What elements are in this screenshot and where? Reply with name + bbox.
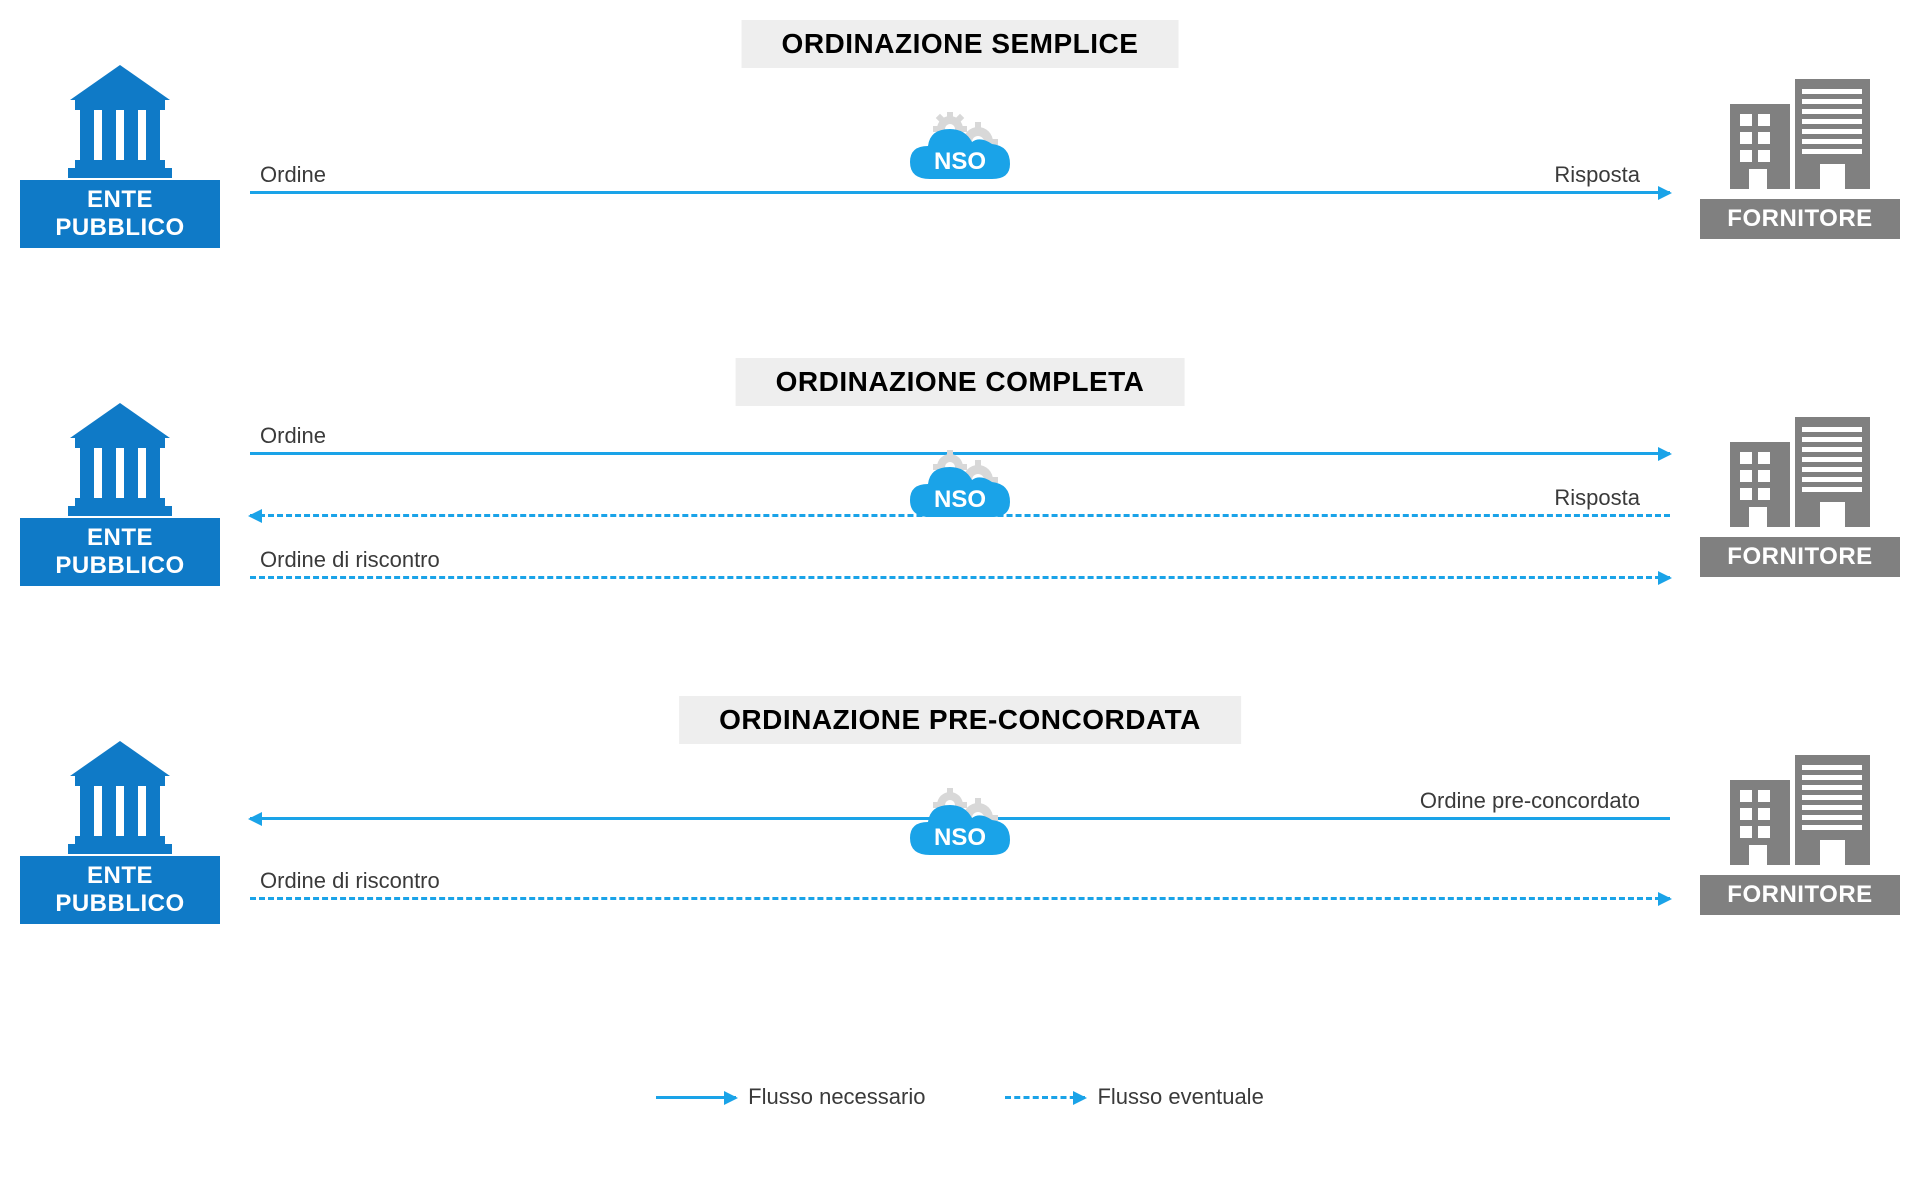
arrowhead-icon [1658,186,1672,200]
actor-fornitore: FORNITORE [1700,745,1900,915]
bank-icon [50,398,190,518]
diagram-container: ORDINAZIONE SEMPLICE ENTE PUBBLICO [20,30,1900,1110]
flow-label: Risposta [1554,162,1640,188]
legend-solid-label: Flusso necessario [748,1084,925,1110]
actor-fornitore: FORNITORE [1700,69,1900,239]
flow-label: Risposta [1554,485,1640,511]
flow-label: Ordine [260,162,326,188]
actor-left-label: ENTE PUBBLICO [20,180,220,248]
cloud-gears-icon: NSO [900,442,1020,542]
arrowhead-icon [1658,447,1672,461]
legend-dashed-line [1005,1096,1085,1099]
buildings-icon [1720,745,1880,875]
section-title-preconcordata: ORDINAZIONE PRE-CONCORDATA [679,696,1241,744]
flow-label: Ordine [260,423,326,449]
legend-item-solid: Flusso necessario [656,1084,925,1110]
flow-area-simple: NSO Ordine Risposta [220,64,1700,244]
flow-area-preconcordata: NSO Ordine pre-concordato Ordine di risc… [220,740,1700,920]
flow-label: Ordine di riscontro [260,868,440,894]
actor-ente-pubblico: ENTE PUBBLICO [20,398,220,586]
buildings-icon [1720,69,1880,199]
section-title-complete: ORDINAZIONE COMPLETA [736,358,1185,406]
actor-fornitore: FORNITORE [1700,407,1900,577]
buildings-icon [1720,407,1880,537]
legend-solid-line [656,1096,736,1099]
arrowhead-icon [1073,1091,1087,1105]
section-preconcordata: ORDINAZIONE PRE-CONCORDATA ENTE PUBBLICO [20,736,1900,924]
actor-right-label: FORNITORE [1700,537,1900,577]
svg-text:NSO: NSO [934,486,986,513]
actor-ente-pubblico: ENTE PUBBLICO [20,736,220,924]
legend: Flusso necessario Flusso eventuale [20,1084,1900,1110]
cloud-gears-icon: NSO [900,104,1020,204]
arrowhead-icon [248,812,262,826]
flow-line [250,897,1670,900]
flow-line [250,576,1670,579]
svg-text:NSO: NSO [934,824,986,851]
section-complete: ORDINAZIONE COMPLETA ENTE PUBBLICO [20,398,1900,586]
nso-node-simple: NSO [900,104,1020,204]
arrowhead-icon [724,1091,738,1105]
svg-text:NSO: NSO [934,148,986,175]
actor-left-label: ENTE PUBBLICO [20,518,220,586]
nso-node-complete: NSO [900,442,1020,542]
nso-node-preconcordata: NSO [900,780,1020,880]
cloud-gears-icon: NSO [900,780,1020,880]
bank-icon [50,60,190,180]
arrowhead-icon [1658,892,1672,906]
arrowhead-icon [1658,571,1672,585]
flow-label: Ordine di riscontro [260,547,440,573]
flow-area-complete: NSO Ordine Risposta Ordine di [220,402,1700,582]
bank-icon [50,736,190,856]
actor-right-label: FORNITORE [1700,875,1900,915]
arrowhead-icon [248,509,262,523]
section-simple: ORDINAZIONE SEMPLICE ENTE PUBBLICO [20,60,1900,248]
section-title-simple: ORDINAZIONE SEMPLICE [742,20,1179,68]
actor-right-label: FORNITORE [1700,199,1900,239]
legend-item-dashed: Flusso eventuale [1005,1084,1263,1110]
actor-ente-pubblico: ENTE PUBBLICO [20,60,220,248]
legend-dashed-label: Flusso eventuale [1097,1084,1263,1110]
flow-label: Ordine pre-concordato [1420,788,1640,814]
actor-left-label: ENTE PUBBLICO [20,856,220,924]
